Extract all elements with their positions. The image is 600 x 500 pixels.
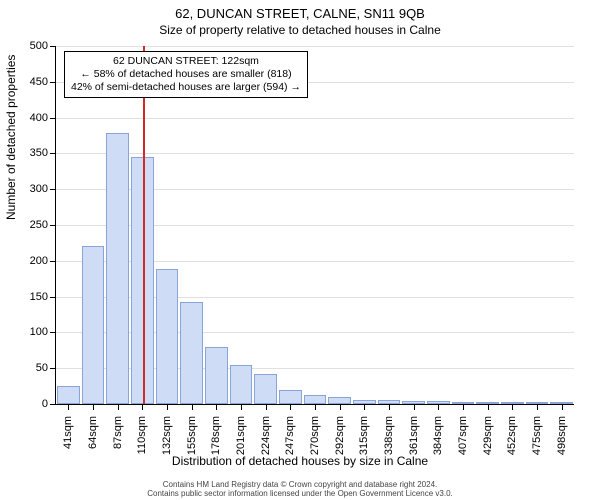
x-tick-label: 292sqm bbox=[334, 412, 346, 455]
y-tick-label: 300 bbox=[30, 183, 56, 195]
x-tick-label: 498sqm bbox=[556, 412, 568, 455]
histogram-bar bbox=[304, 395, 327, 404]
x-axis-label: Distribution of detached houses by size … bbox=[0, 454, 600, 468]
x-tick-label: 224sqm bbox=[260, 412, 272, 455]
x-tick-label: 87sqm bbox=[112, 412, 124, 449]
x-tick bbox=[463, 404, 464, 410]
x-tick bbox=[438, 404, 439, 410]
x-tick bbox=[364, 404, 365, 410]
x-tick bbox=[167, 404, 168, 410]
histogram-bar bbox=[82, 246, 105, 404]
x-tick-label: 338sqm bbox=[383, 412, 395, 455]
annotation-line-3: 42% of semi-detached houses are larger (… bbox=[71, 81, 301, 94]
x-tick bbox=[118, 404, 119, 410]
histogram-bar bbox=[106, 133, 129, 404]
x-tick bbox=[315, 404, 316, 410]
footer-line-2: Contains public sector information licen… bbox=[0, 489, 600, 499]
grid-line bbox=[56, 46, 574, 47]
x-tick-label: 429sqm bbox=[482, 412, 494, 455]
x-tick-label: 110sqm bbox=[136, 412, 148, 454]
x-tick-label: 64sqm bbox=[87, 412, 99, 449]
x-tick-label: 270sqm bbox=[309, 412, 321, 455]
histogram-bar bbox=[328, 397, 351, 404]
plot-area: 05010015020025030035040045050041sqm64sqm… bbox=[55, 46, 574, 405]
y-tick-label: 250 bbox=[30, 219, 56, 231]
x-tick bbox=[142, 404, 143, 410]
x-tick bbox=[241, 404, 242, 410]
y-tick-label: 200 bbox=[30, 255, 56, 267]
annotation-line-1: 62 DUNCAN STREET: 122sqm bbox=[71, 55, 301, 68]
y-tick-label: 150 bbox=[30, 291, 56, 303]
chart-container: 62, DUNCAN STREET, CALNE, SN11 9QB Size … bbox=[0, 0, 600, 500]
x-tick-label: 384sqm bbox=[432, 412, 444, 455]
x-tick bbox=[488, 404, 489, 410]
x-tick-label: 407sqm bbox=[457, 412, 469, 455]
x-tick-label: 452sqm bbox=[506, 412, 518, 455]
x-tick bbox=[93, 404, 94, 410]
x-tick-label: 315sqm bbox=[358, 412, 370, 455]
histogram-bar bbox=[57, 386, 80, 404]
x-tick-label: 41sqm bbox=[62, 412, 74, 449]
x-tick bbox=[414, 404, 415, 410]
chart-footer: Contains HM Land Registry data © Crown c… bbox=[0, 480, 600, 499]
chart-title: 62, DUNCAN STREET, CALNE, SN11 9QB bbox=[0, 0, 600, 21]
x-tick-label: 475sqm bbox=[531, 412, 543, 455]
x-tick bbox=[68, 404, 69, 410]
y-tick-label: 350 bbox=[30, 147, 56, 159]
y-tick-label: 450 bbox=[30, 76, 56, 88]
histogram-bar bbox=[279, 390, 302, 404]
x-tick-label: 201sqm bbox=[235, 412, 247, 455]
x-tick bbox=[192, 404, 193, 410]
x-tick bbox=[512, 404, 513, 410]
annotation-line-2: ← 58% of detached houses are smaller (81… bbox=[71, 68, 301, 81]
x-tick bbox=[537, 404, 538, 410]
x-tick-label: 155sqm bbox=[186, 412, 198, 455]
x-tick bbox=[389, 404, 390, 410]
y-tick-label: 100 bbox=[30, 326, 56, 338]
x-tick bbox=[562, 404, 563, 410]
y-tick-label: 500 bbox=[30, 40, 56, 52]
x-tick-label: 247sqm bbox=[284, 412, 296, 455]
x-tick-label: 178sqm bbox=[210, 412, 222, 455]
x-tick-label: 361sqm bbox=[408, 412, 420, 455]
marker-line bbox=[143, 46, 145, 404]
histogram-bar bbox=[254, 374, 277, 404]
x-tick-label: 132sqm bbox=[161, 412, 173, 455]
histogram-bar bbox=[180, 302, 203, 404]
x-tick bbox=[340, 404, 341, 410]
y-tick-label: 400 bbox=[30, 112, 56, 124]
footer-line-1: Contains HM Land Registry data © Crown c… bbox=[0, 480, 600, 490]
y-axis-label: Number of detached properties bbox=[4, 55, 18, 220]
histogram-bar bbox=[230, 365, 253, 404]
histogram-bar bbox=[205, 347, 228, 404]
annotation-box: 62 DUNCAN STREET: 122sqm ← 58% of detach… bbox=[64, 51, 308, 98]
y-tick-label: 0 bbox=[42, 398, 56, 410]
grid-line bbox=[56, 118, 574, 119]
histogram-bar bbox=[156, 269, 179, 404]
x-tick bbox=[216, 404, 217, 410]
histogram-bar bbox=[131, 157, 154, 404]
x-tick bbox=[290, 404, 291, 410]
x-tick bbox=[266, 404, 267, 410]
y-tick-label: 50 bbox=[36, 362, 56, 374]
chart-subtitle: Size of property relative to detached ho… bbox=[0, 21, 600, 37]
grid-line bbox=[56, 153, 574, 154]
